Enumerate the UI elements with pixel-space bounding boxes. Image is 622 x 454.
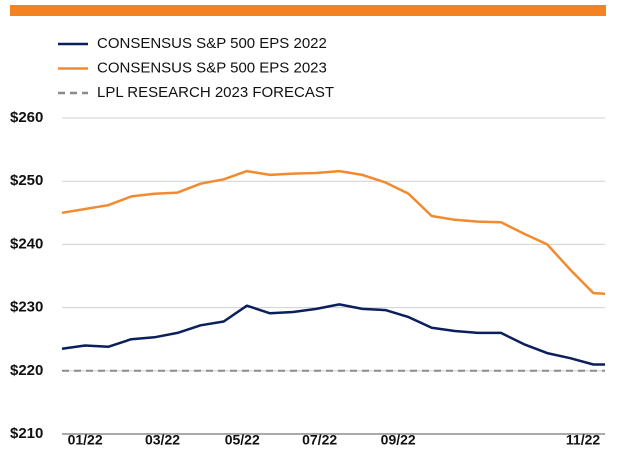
legend-label: LPL RESEARCH 2023 FORECAST	[97, 84, 334, 101]
data-line	[61, 169, 606, 295]
x-tick-label: 09/22	[381, 432, 416, 448]
y-tick-label: $260	[10, 109, 43, 126]
x-tick-label: 05/22	[225, 432, 260, 448]
y-tick-label: $250	[10, 172, 43, 189]
y-tick-label: $240	[10, 235, 43, 252]
y-tick-label: $210	[10, 425, 43, 442]
x-tick-label: 11/22	[566, 432, 600, 448]
header-bar	[10, 5, 606, 16]
y-tick-label: $220	[10, 362, 43, 379]
x-tick-label: 01/22	[68, 432, 103, 448]
legend-label: CONSENSUS S&P 500 EPS 2022	[97, 35, 327, 52]
legend-label: CONSENSUS S&P 500 EPS 2023	[97, 59, 327, 76]
x-tick-label: 03/22	[145, 432, 180, 448]
x-tick-label: 07/22	[302, 432, 337, 448]
data-line	[61, 303, 605, 366]
y-tick-label: $230	[10, 299, 43, 316]
